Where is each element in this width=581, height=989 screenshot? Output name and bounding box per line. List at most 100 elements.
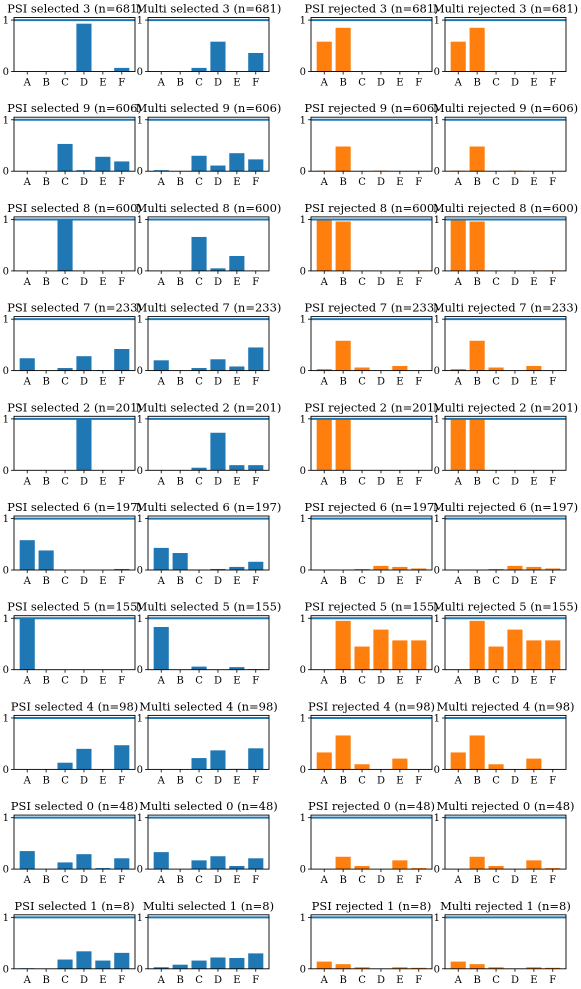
x-tick-label: E [233, 177, 240, 188]
subplot: PSI rejected 5 (n=155) 0 1 A B C D E F [300, 600, 439, 687]
y-tick-label: 0 [300, 964, 306, 975]
subplot: Multi rejected 3 (n=681) 0 1 A B C D E F [433, 2, 578, 89]
bar [526, 640, 542, 670]
bar [392, 365, 408, 371]
x-tick-label: A [454, 975, 463, 986]
y-tick-label: 0 [300, 665, 306, 676]
x-tick-label: C [61, 775, 69, 786]
bar [76, 23, 92, 72]
y-tick-label: 0 [137, 665, 143, 676]
subplot: PSI selected 7 (n=233) 0 1 A B C D E F [3, 301, 142, 388]
bar [469, 620, 485, 670]
x-tick-label: B [42, 78, 49, 89]
subplot: PSI rejected 7 (n=233) 0 1 A B C D E F [300, 301, 439, 388]
x-tick-label: D [214, 78, 222, 89]
x-tick-label: B [473, 177, 480, 188]
subplot-title: Multi selected 5 (n=155) [136, 600, 282, 614]
y-tick-label: 1 [434, 16, 440, 27]
x-tick-label: D [377, 875, 385, 886]
x-tick-label: A [23, 78, 32, 89]
subplot: Multi selected 2 (n=201) 0 1 A B C D E F [136, 400, 282, 487]
bar [469, 418, 485, 471]
subplot: PSI rejected 2 (n=201) 0 1 A B C D E F [300, 400, 439, 487]
subplot-title: PSI rejected 7 (n=233) [304, 301, 438, 315]
bar [210, 568, 226, 570]
x-tick-label: E [530, 476, 537, 487]
y-tick-label: 1 [300, 913, 306, 924]
y-tick-label: 1 [137, 614, 143, 625]
y-tick-label: 1 [300, 315, 306, 326]
y-tick-label: 0 [137, 366, 143, 377]
x-tick-label: E [396, 78, 403, 89]
x-tick-label: F [415, 875, 422, 886]
y-tick-label: 1 [300, 115, 306, 126]
y-tick-label: 1 [300, 414, 306, 425]
y-tick-label: 0 [300, 765, 306, 776]
x-tick-label: C [492, 476, 500, 487]
x-tick-label: C [492, 177, 500, 188]
x-tick-label: D [214, 975, 222, 986]
x-tick-label: F [252, 377, 259, 388]
bar [153, 360, 169, 371]
bar [248, 465, 264, 471]
axes-frame [13, 515, 136, 571]
y-tick-label: 0 [3, 765, 9, 776]
y-tick-label: 1 [137, 913, 143, 924]
x-tick-label: F [549, 676, 556, 687]
bar [114, 568, 130, 570]
x-tick-label: C [358, 576, 366, 587]
y-tick-label: 1 [137, 414, 143, 425]
subplot-title: Multi rejected 2 (n=201) [433, 400, 578, 414]
axes-frame [147, 714, 270, 770]
subplot-title: PSI rejected 5 (n=155) [304, 600, 438, 614]
x-tick-label: B [42, 975, 49, 986]
x-tick-label: A [454, 78, 463, 89]
bar [57, 368, 73, 371]
x-tick-label: A [157, 676, 166, 687]
x-tick-label: D [377, 78, 385, 89]
bar [248, 953, 264, 969]
bar [248, 748, 264, 770]
bar [335, 964, 351, 969]
x-tick-label: F [118, 177, 125, 188]
bar [316, 219, 332, 271]
x-tick-label: F [118, 875, 125, 886]
x-tick-label: F [415, 476, 422, 487]
y-tick-label: 0 [434, 566, 440, 577]
subplot-title: PSI rejected 8 (n=600) [304, 201, 438, 215]
axes-frame [444, 17, 567, 72]
x-tick-label: D [80, 775, 88, 786]
x-tick-label: F [549, 177, 556, 188]
x-tick-label: B [473, 576, 480, 587]
subplot-title: PSI selected 3 (n=681) [7, 2, 142, 16]
axes-frame [310, 714, 433, 770]
y-tick-label: 0 [3, 167, 9, 178]
bar [488, 764, 504, 770]
bar [248, 561, 264, 570]
bar [229, 465, 245, 471]
x-tick-label: C [61, 377, 69, 388]
y-tick-label: 0 [137, 566, 143, 577]
y-tick-label: 1 [300, 215, 306, 226]
bar [411, 640, 427, 670]
subplot-title: Multi rejected 7 (n=233) [433, 301, 578, 315]
y-tick-label: 1 [434, 913, 440, 924]
x-tick-label: F [415, 277, 422, 288]
x-tick-label: A [157, 775, 166, 786]
x-tick-label: F [118, 277, 125, 288]
y-tick-label: 0 [137, 67, 143, 78]
subplot-title: PSI selected 4 (n=98) [11, 699, 139, 713]
x-tick-label: C [492, 78, 500, 89]
subplot-title: PSI rejected 3 (n=681) [304, 2, 438, 16]
axes-frame [13, 17, 136, 72]
x-tick-label: D [511, 177, 519, 188]
x-tick-label: E [99, 676, 106, 687]
x-tick-label: A [454, 875, 463, 886]
subplot-title: PSI selected 1 (n=8) [14, 899, 134, 913]
x-tick-label: B [339, 277, 346, 288]
bar [229, 153, 245, 172]
bar [229, 866, 245, 870]
bar [210, 957, 226, 969]
x-tick-label: C [61, 78, 69, 89]
axes-frame [13, 316, 136, 372]
